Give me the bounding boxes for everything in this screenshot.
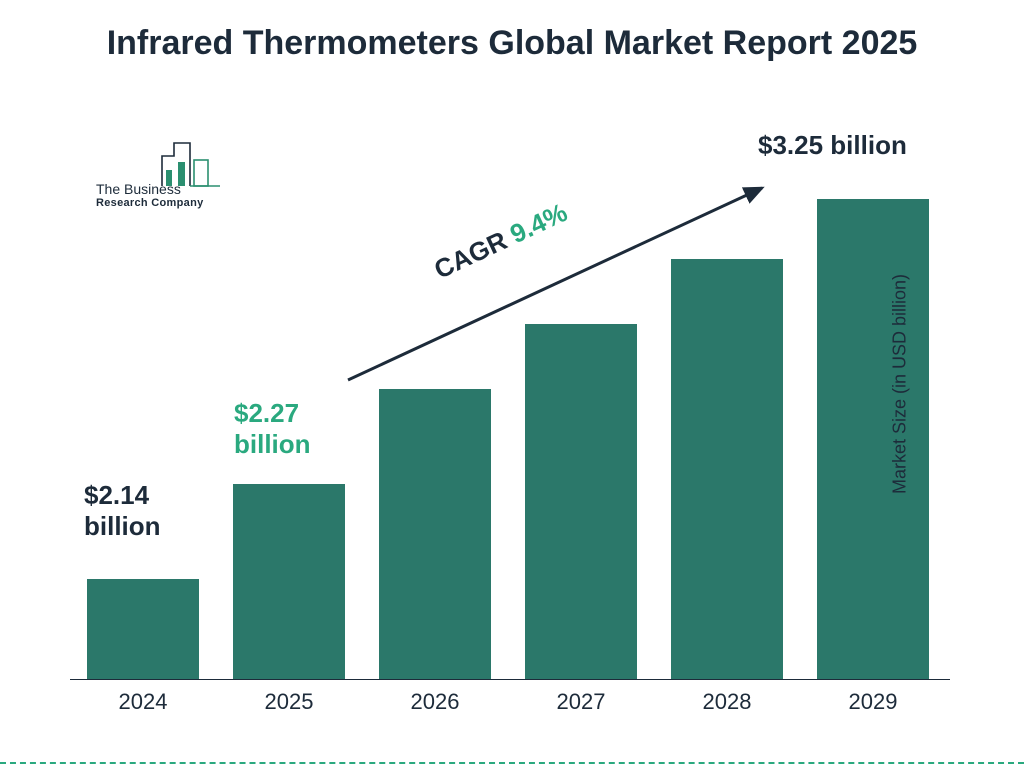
y-axis-label: Market Size (in USD billion) [889, 274, 910, 494]
x-tick-2024: 2024 [70, 689, 216, 715]
callout-2025-line2: billion [234, 429, 311, 460]
bar-slot-2024: 2024 [70, 159, 216, 679]
chart-title: Infrared Thermometers Global Market Repo… [0, 24, 1024, 63]
bar-2028 [671, 259, 783, 679]
x-axis [70, 679, 950, 680]
bar-slot-2028: 2028 [654, 159, 800, 679]
bar-2025 [233, 484, 345, 679]
bar-slot-2029: 2029 [800, 159, 946, 679]
callout-2024-line2: billion [84, 511, 161, 542]
callout-2024-line1: $2.14 [84, 480, 161, 511]
bottom-divider [0, 762, 1024, 764]
bar-2027 [525, 324, 637, 679]
callout-2025-line1: $2.27 [234, 398, 311, 429]
x-tick-2025: 2025 [216, 689, 362, 715]
bar-2026 [379, 389, 491, 679]
callout-2029: $3.25 billion [758, 130, 907, 161]
x-tick-2026: 2026 [362, 689, 508, 715]
x-tick-2028: 2028 [654, 689, 800, 715]
bar-2024 [87, 579, 199, 679]
callout-2024: $2.14 billion [84, 480, 161, 542]
x-tick-2029: 2029 [800, 689, 946, 715]
bar-2029 [817, 199, 929, 679]
x-tick-2027: 2027 [508, 689, 654, 715]
page-root: Infrared Thermometers Global Market Repo… [0, 0, 1024, 768]
callout-2025: $2.27 billion [234, 398, 311, 460]
